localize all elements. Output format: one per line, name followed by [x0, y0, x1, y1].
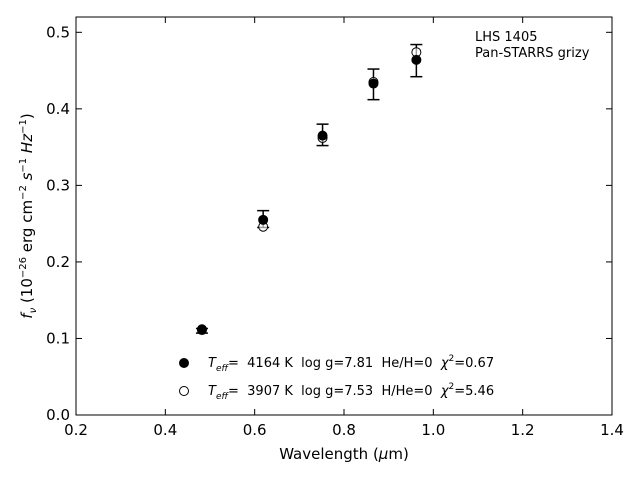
- y-tick-label: 0.0: [46, 406, 70, 424]
- model-point-filled: [411, 54, 422, 65]
- legend-marker-open: [179, 386, 189, 396]
- y-tick-label: 0.2: [46, 253, 70, 271]
- data-points: [196, 47, 422, 336]
- x-tick-label: 0.6: [243, 421, 267, 439]
- legend-label-open: Teff= 3907 K log g=7.53 H/He=0 χ2=5.46: [208, 382, 494, 402]
- legend: Teff= 4164 K log g=7.81 He/H=0 χ2=0.67 T…: [179, 354, 494, 402]
- legend-marker-filled: [179, 358, 189, 368]
- annotation-star: LHS 1405: [475, 30, 538, 45]
- model-point-filled: [368, 78, 379, 89]
- y-tick-label: 0.3: [46, 176, 70, 194]
- x-tick-label: 1.2: [511, 421, 535, 439]
- x-axis-title: Wavelength (μm): [279, 445, 409, 463]
- x-tick-label: 1.0: [421, 421, 445, 439]
- model-point-filled: [258, 214, 269, 225]
- y-tick-label: 0.5: [46, 23, 70, 41]
- y-axis-title: fν (10−26 erg cm−2 s−1 Hz−1): [18, 113, 39, 318]
- plot-area: [75, 16, 613, 416]
- axis-ticks: 0.2 0.4 0.6 0.8 1.0 1.2 1.4 0.0 0.1 0.2 0.3 0.4 0.5: [46, 17, 624, 439]
- annotation-survey: Pan-STARRS grizy: [475, 46, 590, 61]
- y-tick-label: 0.4: [46, 100, 70, 118]
- legend-label-filled: Teff= 4164 K log g=7.81 He/H=0 χ2=0.67: [208, 354, 494, 374]
- y-tick-label: 0.1: [46, 329, 70, 347]
- x-tick-label: 0.2: [64, 421, 88, 439]
- x-tick-label: 0.8: [332, 421, 356, 439]
- x-tick-label: 0.4: [153, 421, 177, 439]
- model-point-filled: [196, 324, 207, 335]
- x-tick-label: 1.4: [600, 421, 624, 439]
- model-point-filled: [317, 130, 328, 141]
